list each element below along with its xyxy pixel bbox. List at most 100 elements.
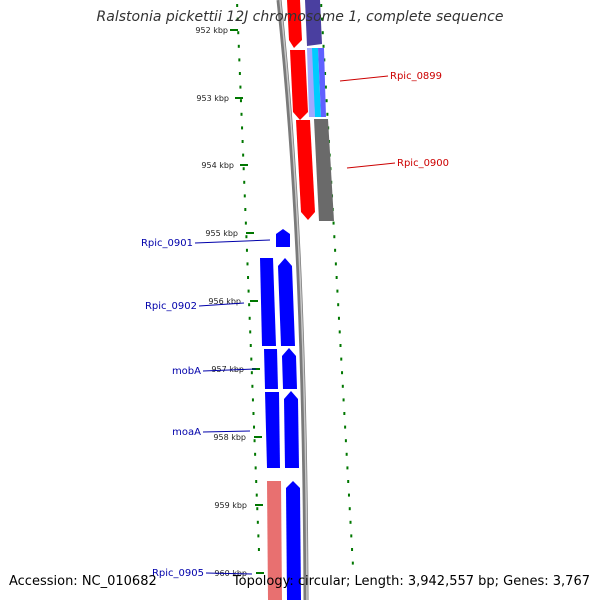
- minor-tick: [337, 303, 340, 307]
- gene-label-rpic-0900[interactable]: Rpic_0900: [397, 158, 449, 169]
- minor-tick: [250, 371, 253, 375]
- minor-tick: [345, 452, 348, 456]
- tick-label: 959 kbp: [214, 501, 247, 510]
- minor-tick: [254, 452, 257, 456]
- minor-tick: [351, 548, 354, 551]
- accession-text: Accession: NC_010682: [9, 574, 157, 589]
- minor-tick: [242, 153, 245, 157]
- minor-tick: [351, 561, 354, 565]
- map-title: Ralstonia pickettii 12J chromosome 1, co…: [96, 9, 504, 25]
- tick-label: 956 kbp: [208, 297, 241, 306]
- gene-feature[interactable]: [278, 258, 295, 346]
- minor-tick: [325, 99, 328, 103]
- gene-label-rpic-0899[interactable]: Rpic_0899: [390, 71, 442, 82]
- minor-tick: [343, 412, 346, 415]
- gene-feature[interactable]: [276, 229, 290, 247]
- gene-feature[interactable]: [265, 392, 280, 468]
- gene-feature[interactable]: [314, 119, 334, 221]
- minor-tick: [243, 194, 246, 198]
- minor-tick: [339, 344, 342, 347]
- minor-tick: [324, 72, 327, 75]
- minor-tick: [249, 344, 252, 347]
- minor-tick: [333, 235, 336, 239]
- minor-tick: [240, 112, 243, 116]
- minor-tick: [334, 248, 337, 252]
- reverse-strand-genes: [260, 229, 301, 600]
- gene-feature[interactable]: [286, 481, 301, 600]
- chromosome-backbone: [276, 0, 309, 600]
- minor-tick: [252, 412, 255, 415]
- minor-tick: [247, 276, 250, 279]
- kbp-ticks: 952 kbp 953 kbp 954 kbp 955 kbp 956 kbp …: [195, 26, 264, 578]
- minor-tick: [238, 72, 241, 75]
- minor-tick: [244, 208, 247, 211]
- minor-tick: [342, 398, 345, 402]
- minor-tick: [322, 44, 325, 48]
- minor-tick: [251, 384, 254, 388]
- gene-feature[interactable]: [282, 348, 297, 389]
- minor-tick: [236, 17, 239, 21]
- minor-tick: [251, 398, 254, 402]
- tick-label: 954 kbp: [201, 161, 234, 170]
- minor-tick: [326, 112, 329, 116]
- gene-feature[interactable]: [287, 0, 302, 48]
- reverse-gene-labels: Rpic_0901 Rpic_0902 mobA moaA Rpic_0905: [141, 238, 271, 579]
- gene-feature[interactable]: [267, 481, 282, 600]
- tick-label: 953 kbp: [196, 94, 229, 103]
- gene-feature[interactable]: [305, 0, 322, 46]
- minor-tick: [253, 439, 256, 443]
- minor-tick: [241, 140, 244, 143]
- gene-label-rpic-0905[interactable]: Rpic_0905: [152, 568, 204, 579]
- minor-tick: [334, 262, 337, 266]
- minor-tick: [320, 4, 323, 7]
- minor-tick: [341, 371, 344, 375]
- minor-tick: [248, 303, 251, 307]
- minor-tick: [255, 480, 258, 483]
- minor-tick: [245, 235, 248, 239]
- minor-tick: [239, 85, 242, 89]
- minor-tick: [237, 44, 240, 48]
- minor-tick: [336, 289, 339, 293]
- minor-tick: [344, 425, 347, 429]
- minor-tick: [241, 126, 244, 130]
- minor-tick: [335, 276, 338, 279]
- gene-feature[interactable]: [260, 258, 276, 346]
- minor-tick: [244, 221, 247, 225]
- minor-tick: [237, 31, 240, 35]
- tick-label: 957 kbp: [211, 365, 244, 374]
- gene-label-rpic-0902[interactable]: Rpic_0902: [145, 301, 197, 312]
- gene-feature[interactable]: [264, 349, 278, 389]
- gene-label-rpic-0901[interactable]: Rpic_0901: [141, 238, 193, 249]
- genome-summary-text: Topology: circular; Length: 3,942,557 bp…: [232, 574, 590, 589]
- gene-feature[interactable]: [284, 391, 299, 468]
- minor-tick: [255, 493, 258, 497]
- gene-label-moba[interactable]: mobA: [172, 366, 201, 377]
- minor-tick: [236, 4, 239, 7]
- minor-tick: [320, 17, 323, 21]
- minor-tick: [256, 507, 259, 511]
- minor-tick: [347, 493, 350, 497]
- forward-gene-labels: Rpic_0899 Rpic_0900: [339, 71, 449, 169]
- tick-label: 952 kbp: [195, 26, 228, 35]
- minor-tick: [249, 330, 252, 334]
- gene-feature[interactable]: [290, 50, 308, 120]
- minor-tick: [350, 534, 353, 538]
- minor-tick: [242, 167, 245, 171]
- minor-tick: [344, 439, 347, 443]
- minor-tick: [239, 99, 242, 103]
- minor-tick: [243, 180, 246, 184]
- minor-tick: [332, 221, 335, 225]
- minor-tick: [257, 534, 260, 538]
- tick-label: 958 kbp: [213, 433, 246, 442]
- minor-tick: [338, 330, 341, 334]
- forward-strand-genes: [287, 0, 334, 221]
- minor-tick: [257, 548, 260, 551]
- gene-label-moaa[interactable]: moaA: [172, 427, 201, 438]
- minor-tick: [256, 520, 259, 524]
- minor-tick: [337, 316, 340, 320]
- minor-tick: [324, 85, 327, 89]
- minor-tick: [253, 425, 256, 429]
- gene-feature[interactable]: [296, 120, 315, 220]
- gene-feature[interactable]: [318, 48, 326, 117]
